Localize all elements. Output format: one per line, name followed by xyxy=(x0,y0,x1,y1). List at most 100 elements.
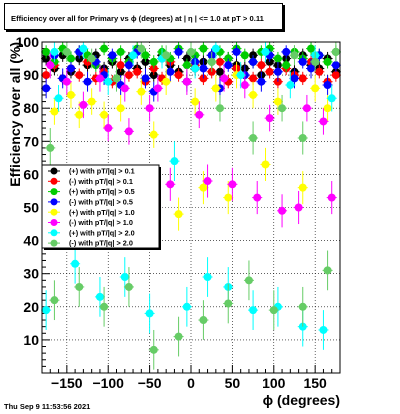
data-point xyxy=(282,47,291,56)
data-point xyxy=(174,210,183,219)
data-point xyxy=(124,127,133,136)
data-point xyxy=(269,306,278,315)
y-tick-label: 80 xyxy=(23,100,39,116)
legend-label: (-) with pT/|q| > 1.0 xyxy=(69,218,133,227)
data-point xyxy=(261,160,270,169)
data-point xyxy=(62,77,71,86)
y-tick-label: 50 xyxy=(23,200,39,216)
data-point xyxy=(224,61,233,70)
data-point xyxy=(307,64,316,73)
data-point xyxy=(50,107,59,116)
data-point xyxy=(95,74,104,83)
data-point xyxy=(75,71,84,80)
data-point xyxy=(232,47,241,56)
data-point xyxy=(162,51,171,60)
legend-marker xyxy=(50,239,58,247)
data-point xyxy=(215,57,224,66)
data-point xyxy=(108,51,117,60)
data-point xyxy=(124,71,133,80)
data-point xyxy=(215,67,224,76)
data-point xyxy=(95,292,104,301)
data-point xyxy=(327,193,336,202)
legend-marker xyxy=(50,219,58,226)
data-point xyxy=(42,47,51,56)
data-point xyxy=(249,306,258,315)
data-point xyxy=(75,282,84,291)
data-point xyxy=(298,133,307,142)
legend-label: (+) with pT/|q| > 1.0 xyxy=(69,208,135,217)
data-point xyxy=(46,143,55,152)
legend-item: (-) with pT/|q| > 0.1 xyxy=(48,177,133,186)
data-point xyxy=(228,180,237,189)
data-point xyxy=(199,183,208,192)
footer-timestamp: Thu Sep 9 11:53:56 2021 xyxy=(4,402,91,411)
data-point xyxy=(249,90,258,99)
data-point xyxy=(112,74,121,83)
data-point xyxy=(195,110,204,119)
data-point xyxy=(104,77,113,86)
series-5 xyxy=(49,61,333,231)
data-point xyxy=(174,71,183,80)
data-point xyxy=(331,71,340,80)
data-point xyxy=(162,77,171,86)
data-point xyxy=(174,47,183,56)
data-point xyxy=(50,47,59,56)
data-point xyxy=(224,193,233,202)
legend-label: (+) with pT/|q| > 0.5 xyxy=(69,187,135,196)
data-point xyxy=(249,74,258,83)
data-point xyxy=(79,44,88,53)
data-point xyxy=(249,57,258,66)
x-tick-label: 100 xyxy=(262,375,286,391)
y-tick-label: 30 xyxy=(23,266,39,282)
y-tick-label: 70 xyxy=(23,133,39,149)
data-point xyxy=(273,97,282,106)
data-point xyxy=(323,104,332,113)
data-point xyxy=(149,57,158,66)
legend-item: (-) with pT/|q| > 2.0 xyxy=(48,239,133,248)
x-tick-label: −100 xyxy=(92,375,124,391)
y-tick-label: 90 xyxy=(23,67,39,83)
data-point xyxy=(331,61,340,70)
data-point xyxy=(249,133,258,142)
data-point xyxy=(323,57,332,66)
data-point xyxy=(311,84,320,93)
data-point xyxy=(129,51,138,60)
data-point xyxy=(141,51,150,60)
data-point xyxy=(311,57,320,66)
x-tick-label: 50 xyxy=(225,375,241,391)
data-point xyxy=(66,90,75,99)
data-point xyxy=(211,44,220,53)
data-points xyxy=(41,42,341,370)
data-point xyxy=(257,61,266,70)
data-point xyxy=(211,84,220,93)
x-tick-label: 0 xyxy=(187,375,195,391)
data-point xyxy=(116,47,125,56)
data-point xyxy=(331,47,340,56)
legend-marker xyxy=(50,229,58,237)
data-point xyxy=(236,71,245,80)
data-point xyxy=(327,94,336,103)
data-point xyxy=(42,84,51,93)
series-6 xyxy=(45,51,337,228)
data-point xyxy=(187,47,195,56)
data-point xyxy=(42,71,51,80)
data-point xyxy=(153,84,162,93)
data-point xyxy=(116,104,125,113)
data-point xyxy=(54,94,63,103)
data-point xyxy=(46,61,55,70)
data-point xyxy=(170,157,179,166)
legend-marker xyxy=(50,208,58,216)
data-point xyxy=(87,54,96,63)
legend-item: (-) with pT/|q| > 0.5 xyxy=(48,198,133,207)
data-point xyxy=(298,57,307,66)
data-point xyxy=(257,77,266,86)
data-point xyxy=(166,67,175,76)
data-point xyxy=(174,332,183,341)
data-point xyxy=(253,193,262,202)
y-tick-label: 40 xyxy=(23,233,39,249)
data-point xyxy=(104,124,113,133)
data-point xyxy=(319,325,328,334)
data-point xyxy=(66,54,75,63)
legend: (+) with pT/|q| > 0.1(-) with pT/|q| > 0… xyxy=(41,164,161,250)
data-point xyxy=(319,117,328,126)
